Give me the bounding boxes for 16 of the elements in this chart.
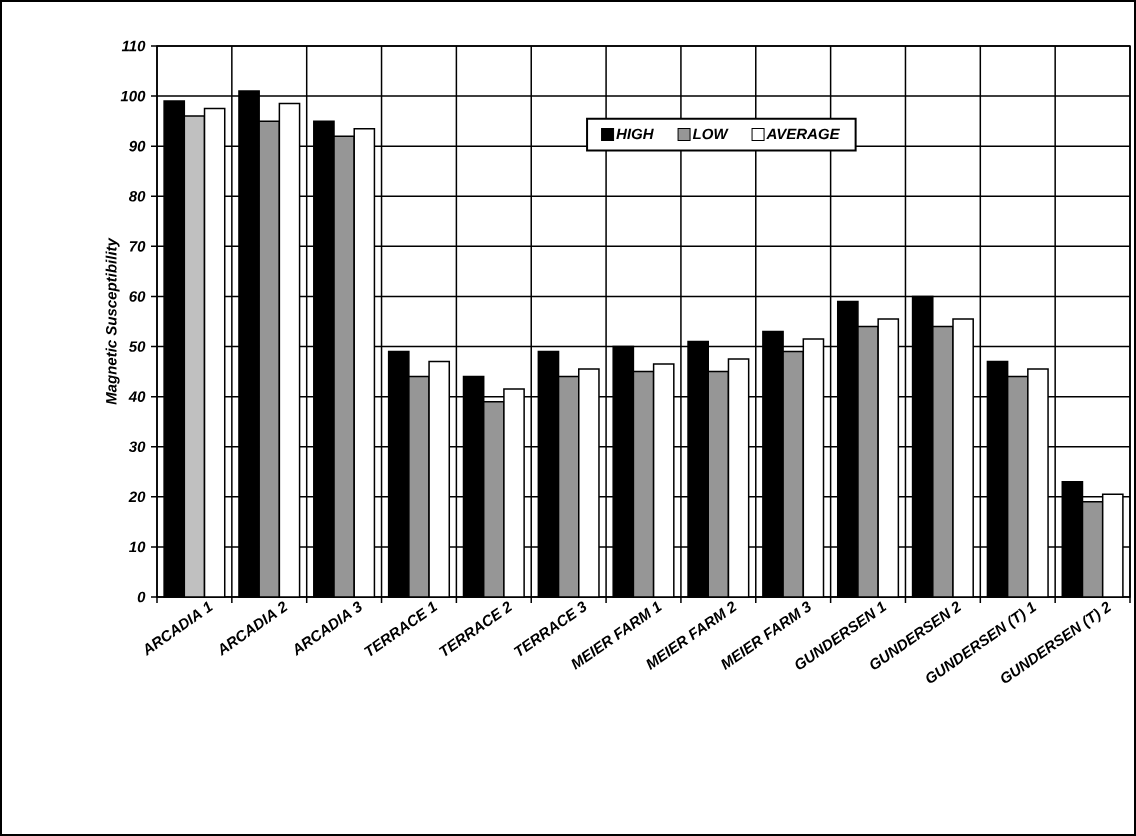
legend-label: LOW bbox=[692, 128, 729, 140]
legend-label: HIGH bbox=[616, 128, 654, 140]
y-tick-label: 20 bbox=[128, 491, 146, 503]
y-tick-label: 80 bbox=[128, 190, 146, 202]
y-tick-label: 0 bbox=[137, 591, 146, 603]
y-axis-title: Magnetic Susceptibility bbox=[105, 237, 120, 405]
legend-label: AVERAGE bbox=[766, 128, 840, 140]
y-tick-label: 70 bbox=[129, 241, 146, 252]
y-tick-label: 50 bbox=[128, 341, 146, 352]
y-tick-label: 60 bbox=[129, 291, 146, 302]
y-tick-label: 100 bbox=[120, 90, 146, 102]
y-tick-label: 30 bbox=[128, 441, 146, 453]
y-tick-label: 90 bbox=[129, 140, 146, 152]
y-tick-label: 40 bbox=[128, 391, 146, 402]
y-tick-label: 10 bbox=[129, 541, 146, 553]
y-tick-label: 110 bbox=[121, 40, 146, 52]
